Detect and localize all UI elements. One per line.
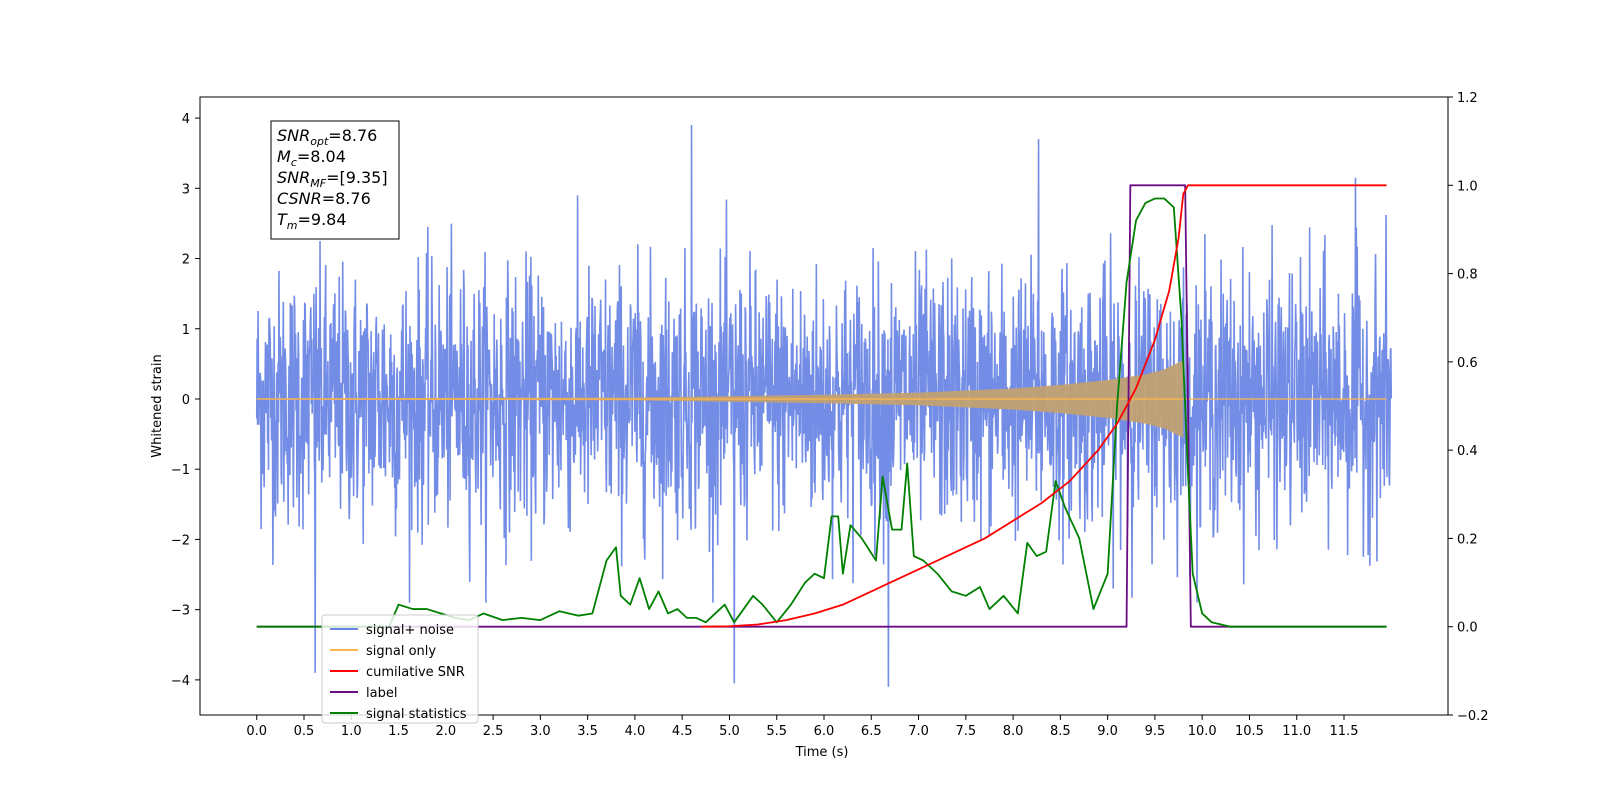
series-signal-statistics-line: [256, 197, 1387, 628]
x-tick-label: 4.5: [672, 724, 693, 739]
y-tick-label: 1: [182, 323, 190, 338]
annotation-symbol: T: [277, 210, 288, 229]
annotation-value: =[9.35]: [326, 168, 388, 187]
x-tick-label: 7.5: [955, 724, 976, 739]
annotation-subscript: c: [291, 156, 297, 169]
y-tick-label: −4: [171, 674, 190, 689]
x-tick-label: 9.5: [1145, 724, 1166, 739]
plot-area: [255, 125, 1393, 687]
annotation-line: SNRopt=8.76: [277, 126, 377, 148]
x-axis-label: Time (s): [795, 745, 849, 760]
x-tick-label: 0.0: [246, 724, 267, 739]
legend-entry-label: signal+ noise: [366, 623, 454, 638]
y2-tick-label: 0.2: [1457, 532, 1478, 547]
x-tick-label: 8.5: [1050, 724, 1071, 739]
annotation-value: =8.76: [322, 189, 371, 208]
y-tick-label: −3: [171, 604, 190, 619]
y-tick-label: 2: [182, 253, 190, 268]
x-tick-label: 7.0: [908, 724, 929, 739]
x-tick-label: 8.0: [1003, 724, 1024, 739]
x-tick-label: 1.0: [341, 724, 362, 739]
legend-entry-label: signal statistics: [366, 707, 467, 722]
x-tick-label: 5.5: [766, 724, 787, 739]
y-tick-label: 0: [182, 393, 190, 408]
legend-frame: [321, 614, 479, 724]
annotation-symbol: M: [277, 147, 291, 166]
annotation-value: =8.04: [297, 147, 346, 166]
y2-tick-label: 0.0: [1457, 621, 1478, 636]
series-label-line: [256, 184, 1387, 628]
y2-axis-ticks: 1.2 1.0 0.8 0.6 0.4 0.2 0.0 −0.2: [1448, 91, 1489, 724]
x-axis-ticks: 0.0 0.5 1.0 1.5 2.0 2.5 3.0 3.5 4.0 4.5 5.0 5.5 6.0 6…: [246, 715, 1358, 739]
x-tick-label: 1.5: [388, 724, 409, 739]
y2-tick-label: 1.2: [1457, 91, 1478, 106]
legend-entry-label: signal only: [366, 644, 436, 659]
annotation-symbol: SNR: [277, 168, 310, 187]
x-tick-label: 0.5: [294, 724, 315, 739]
y2-tick-label: −0.2: [1457, 709, 1489, 724]
legend-entry-label: label: [366, 686, 397, 701]
x-tick-label: 2.0: [435, 724, 456, 739]
y-axis-ticks: 4 3 2 1 0 −1 −2 −3 −4: [171, 112, 200, 689]
series-signal-noise-line: [255, 125, 1393, 687]
x-tick-label: 10.5: [1235, 724, 1264, 739]
x-tick-label: 10.0: [1188, 724, 1217, 739]
annotation-line: SNRMF=[9.35]: [277, 168, 388, 190]
y-tick-label: −1: [171, 463, 190, 478]
annotation-line: CSNR=8.76: [277, 189, 371, 208]
y2-tick-label: 1.0: [1457, 179, 1478, 194]
annotation-value: =9.84: [298, 210, 347, 229]
annotation-frame: [270, 120, 400, 240]
y2-tick-label: 0.8: [1457, 268, 1478, 283]
legend-entry-label: cumilative SNR: [366, 665, 465, 680]
y-tick-label: 3: [182, 182, 190, 197]
y2-tick-label: 0.6: [1457, 356, 1478, 371]
series-layer: [255, 125, 1393, 687]
annotation-symbol: SNR: [277, 126, 310, 145]
x-tick-label: 4.0: [625, 724, 646, 739]
x-tick-label: 3.5: [577, 724, 598, 739]
y2-tick-label: 0.4: [1457, 444, 1478, 459]
x-tick-label: 11.5: [1330, 724, 1359, 739]
annotation-subscript: opt: [310, 135, 329, 148]
annotation-subscript: MF: [310, 177, 326, 190]
x-tick-label: 2.5: [483, 724, 504, 739]
x-tick-label: 6.5: [861, 724, 882, 739]
x-tick-label: 9.0: [1097, 724, 1118, 739]
annotation-symbol: CSNR: [277, 189, 322, 208]
annotation-line: Mc=8.04: [277, 147, 346, 169]
stats-annotation-box: SNRopt=8.76Mc=8.04SNRMF=[9.35]CSNR=8.76T…: [270, 120, 400, 240]
x-tick-label: 11.0: [1282, 724, 1311, 739]
annotation-value: =8.76: [328, 126, 377, 145]
x-tick-label: 3.0: [530, 724, 551, 739]
y-tick-label: −2: [171, 533, 190, 548]
x-tick-label: 5.0: [719, 724, 740, 739]
legend: signal+ noise signal only cumilative SNR la…: [321, 614, 479, 724]
series-cumulative-snr-line: [701, 184, 1387, 628]
y-tick-label: 4: [182, 112, 190, 127]
y-axis-label: Whitened strain: [150, 354, 165, 457]
x-tick-label: 6.0: [814, 724, 835, 739]
annotation-subscript: m: [287, 219, 298, 232]
annotation-line: Tm=9.84: [277, 210, 347, 232]
